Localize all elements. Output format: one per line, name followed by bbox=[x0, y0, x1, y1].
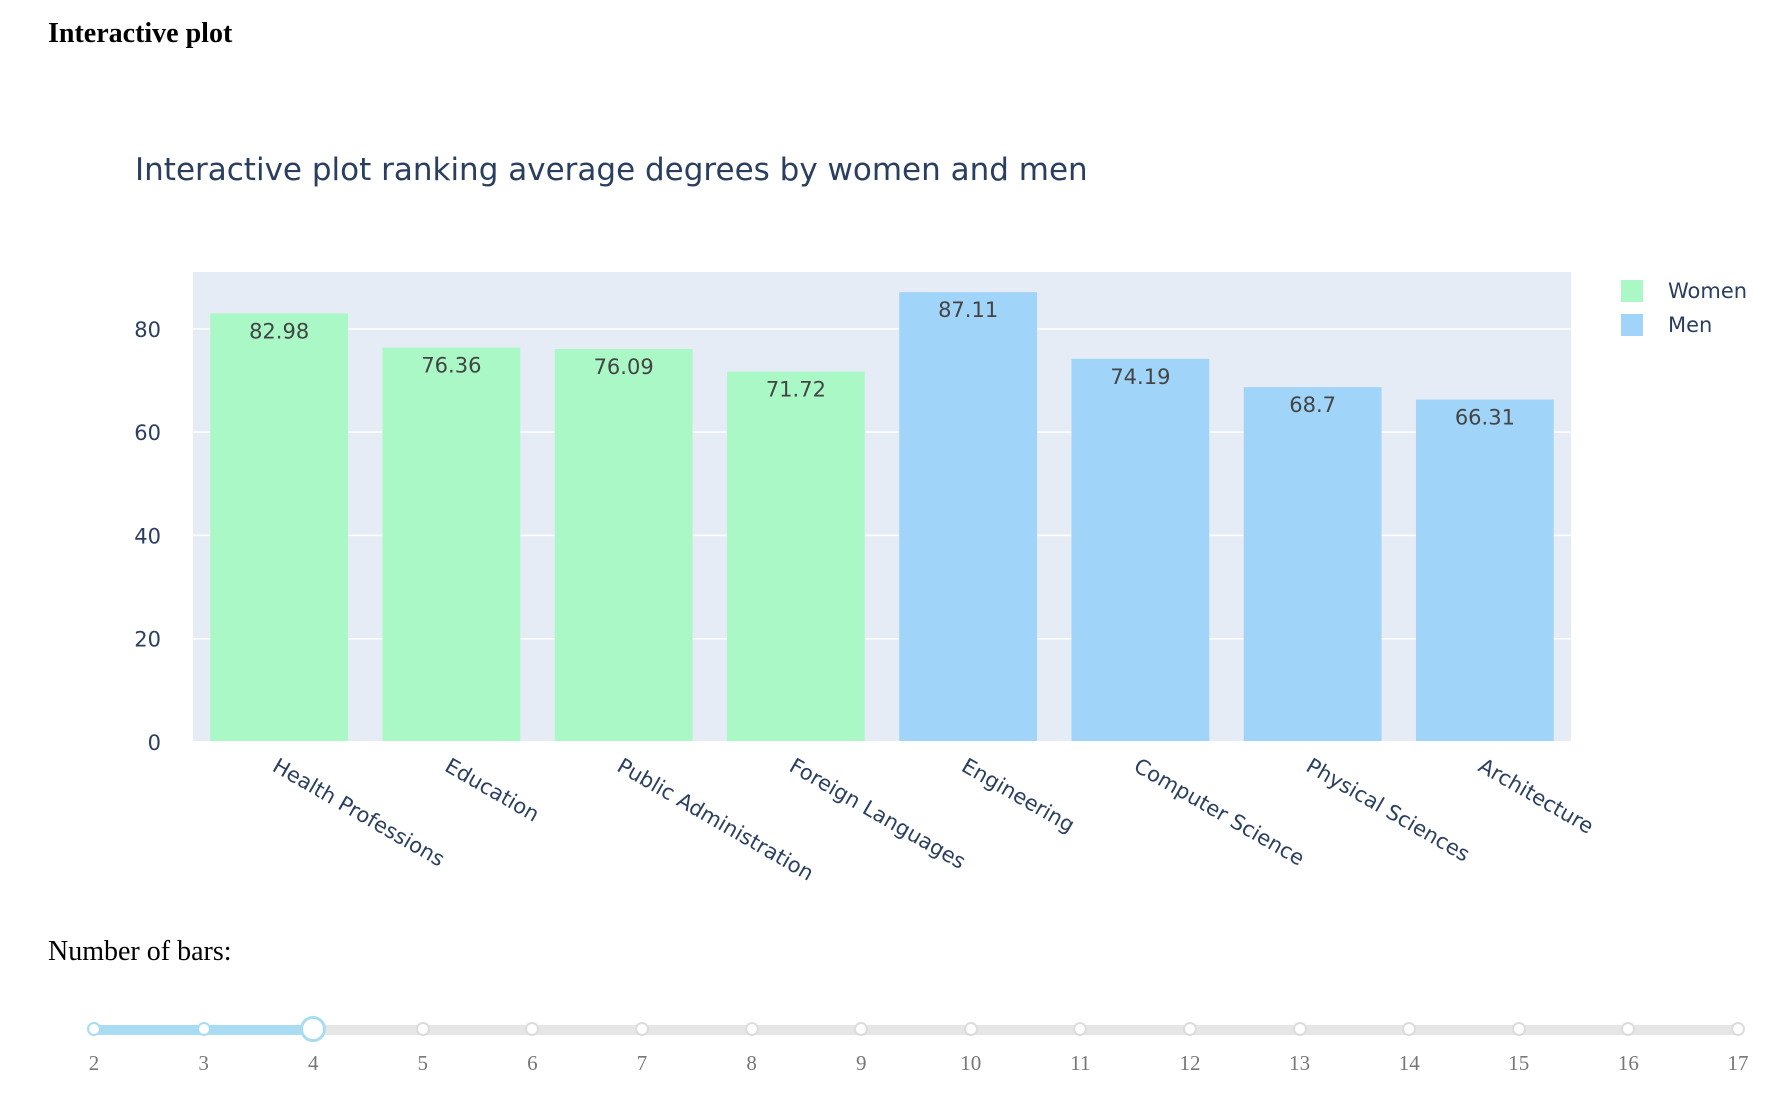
bars-slider[interactable]: 2 3 4 5 6 7 8 9 10 11 12 13 14 15 16 17 bbox=[0, 980, 1780, 1090]
data-label: 76.36 bbox=[421, 354, 481, 378]
slider-step-dot[interactable] bbox=[854, 1022, 869, 1036]
slider-tick-label: 8 bbox=[746, 1051, 757, 1075]
slider-step-dot[interactable] bbox=[1183, 1022, 1197, 1036]
chart-title: Interactive plot ranking average degrees… bbox=[135, 152, 1088, 188]
x-tick-label: Computer Science bbox=[1130, 754, 1309, 871]
legend-entry: Men bbox=[1668, 313, 1712, 337]
x-tick-label: Engineering bbox=[958, 754, 1079, 838]
bar bbox=[1243, 387, 1382, 742]
slider-tick-label: 7 bbox=[636, 1051, 648, 1075]
slider-step-dot[interactable] bbox=[963, 1022, 978, 1036]
slider-step-dot[interactable] bbox=[744, 1022, 759, 1036]
data-label: 74.19 bbox=[1110, 365, 1170, 389]
slider-handle[interactable] bbox=[300, 1016, 327, 1042]
slider-step-dot[interactable] bbox=[196, 1022, 211, 1036]
y-tick-label: 20 bbox=[134, 628, 161, 652]
legend-swatch bbox=[1621, 314, 1643, 336]
slider-tick-label: 16 bbox=[1617, 1051, 1639, 1075]
y-tick-label: 40 bbox=[134, 524, 161, 548]
slider-track[interactable] bbox=[94, 1025, 1738, 1035]
data-label: 68.7 bbox=[1289, 393, 1336, 417]
slider-step-dot[interactable] bbox=[1073, 1022, 1088, 1036]
y-tick-label: 80 bbox=[134, 318, 161, 342]
slider-tick-label: 14 bbox=[1398, 1051, 1420, 1075]
bar bbox=[210, 313, 349, 742]
x-tick-label: Architecture bbox=[1474, 754, 1597, 839]
slider-step-dot[interactable] bbox=[1511, 1022, 1526, 1036]
bar bbox=[1415, 399, 1554, 742]
slider-label: Number of bars: bbox=[48, 936, 232, 967]
slider-step-dot[interactable] bbox=[87, 1022, 101, 1036]
data-label: 76.09 bbox=[594, 355, 654, 379]
slider-tick-label: 10 bbox=[960, 1051, 982, 1075]
bar bbox=[554, 349, 693, 742]
page-heading: Interactive plot bbox=[48, 18, 233, 49]
slider-step-dot[interactable] bbox=[1292, 1022, 1307, 1036]
y-tick-label: 0 bbox=[148, 731, 161, 755]
slider-step-dot[interactable] bbox=[415, 1022, 430, 1036]
slider-step-dot[interactable] bbox=[635, 1022, 649, 1036]
legend-swatch bbox=[1621, 280, 1643, 302]
slider-step-dot[interactable] bbox=[525, 1022, 540, 1036]
slider-tick-label: 9 bbox=[855, 1051, 867, 1075]
x-tick-label: Education bbox=[441, 754, 544, 827]
bar bbox=[382, 347, 521, 742]
legend-entry: Women bbox=[1668, 279, 1747, 303]
slider-tick-label: 12 bbox=[1179, 1051, 1201, 1075]
y-tick-label: 60 bbox=[134, 421, 161, 445]
data-label: 87.11 bbox=[938, 298, 998, 322]
data-label: 66.31 bbox=[1455, 406, 1515, 430]
slider-tick-label: 11 bbox=[1070, 1051, 1091, 1075]
bar-chart[interactable]: Interactive plot ranking average degrees… bbox=[0, 110, 1780, 910]
slider-step-dot[interactable] bbox=[1402, 1022, 1417, 1036]
x-tick-label: Health Professions bbox=[269, 754, 449, 872]
slider-tick-label: 13 bbox=[1289, 1051, 1311, 1075]
slider-tick-label: 6 bbox=[527, 1051, 538, 1075]
x-tick-label: Foreign Languages bbox=[785, 754, 969, 874]
slider-tick-label: 3 bbox=[198, 1051, 209, 1075]
bar bbox=[726, 371, 865, 742]
slider-tick-label: 5 bbox=[417, 1051, 429, 1075]
slider-tick-label: 17 bbox=[1727, 1051, 1749, 1075]
bar bbox=[1071, 358, 1210, 742]
slider-step-dot[interactable] bbox=[1731, 1022, 1745, 1036]
slider-tick-label: 2 bbox=[88, 1051, 100, 1075]
slider-tick-label: 15 bbox=[1508, 1051, 1530, 1075]
x-tick-label: Physical Sciences bbox=[1302, 754, 1474, 867]
bar bbox=[899, 292, 1038, 742]
data-label: 71.72 bbox=[766, 378, 826, 402]
data-label: 82.98 bbox=[249, 319, 309, 343]
slider-step-dot[interactable] bbox=[1621, 1022, 1636, 1036]
slider-tick-label: 4 bbox=[307, 1051, 319, 1075]
